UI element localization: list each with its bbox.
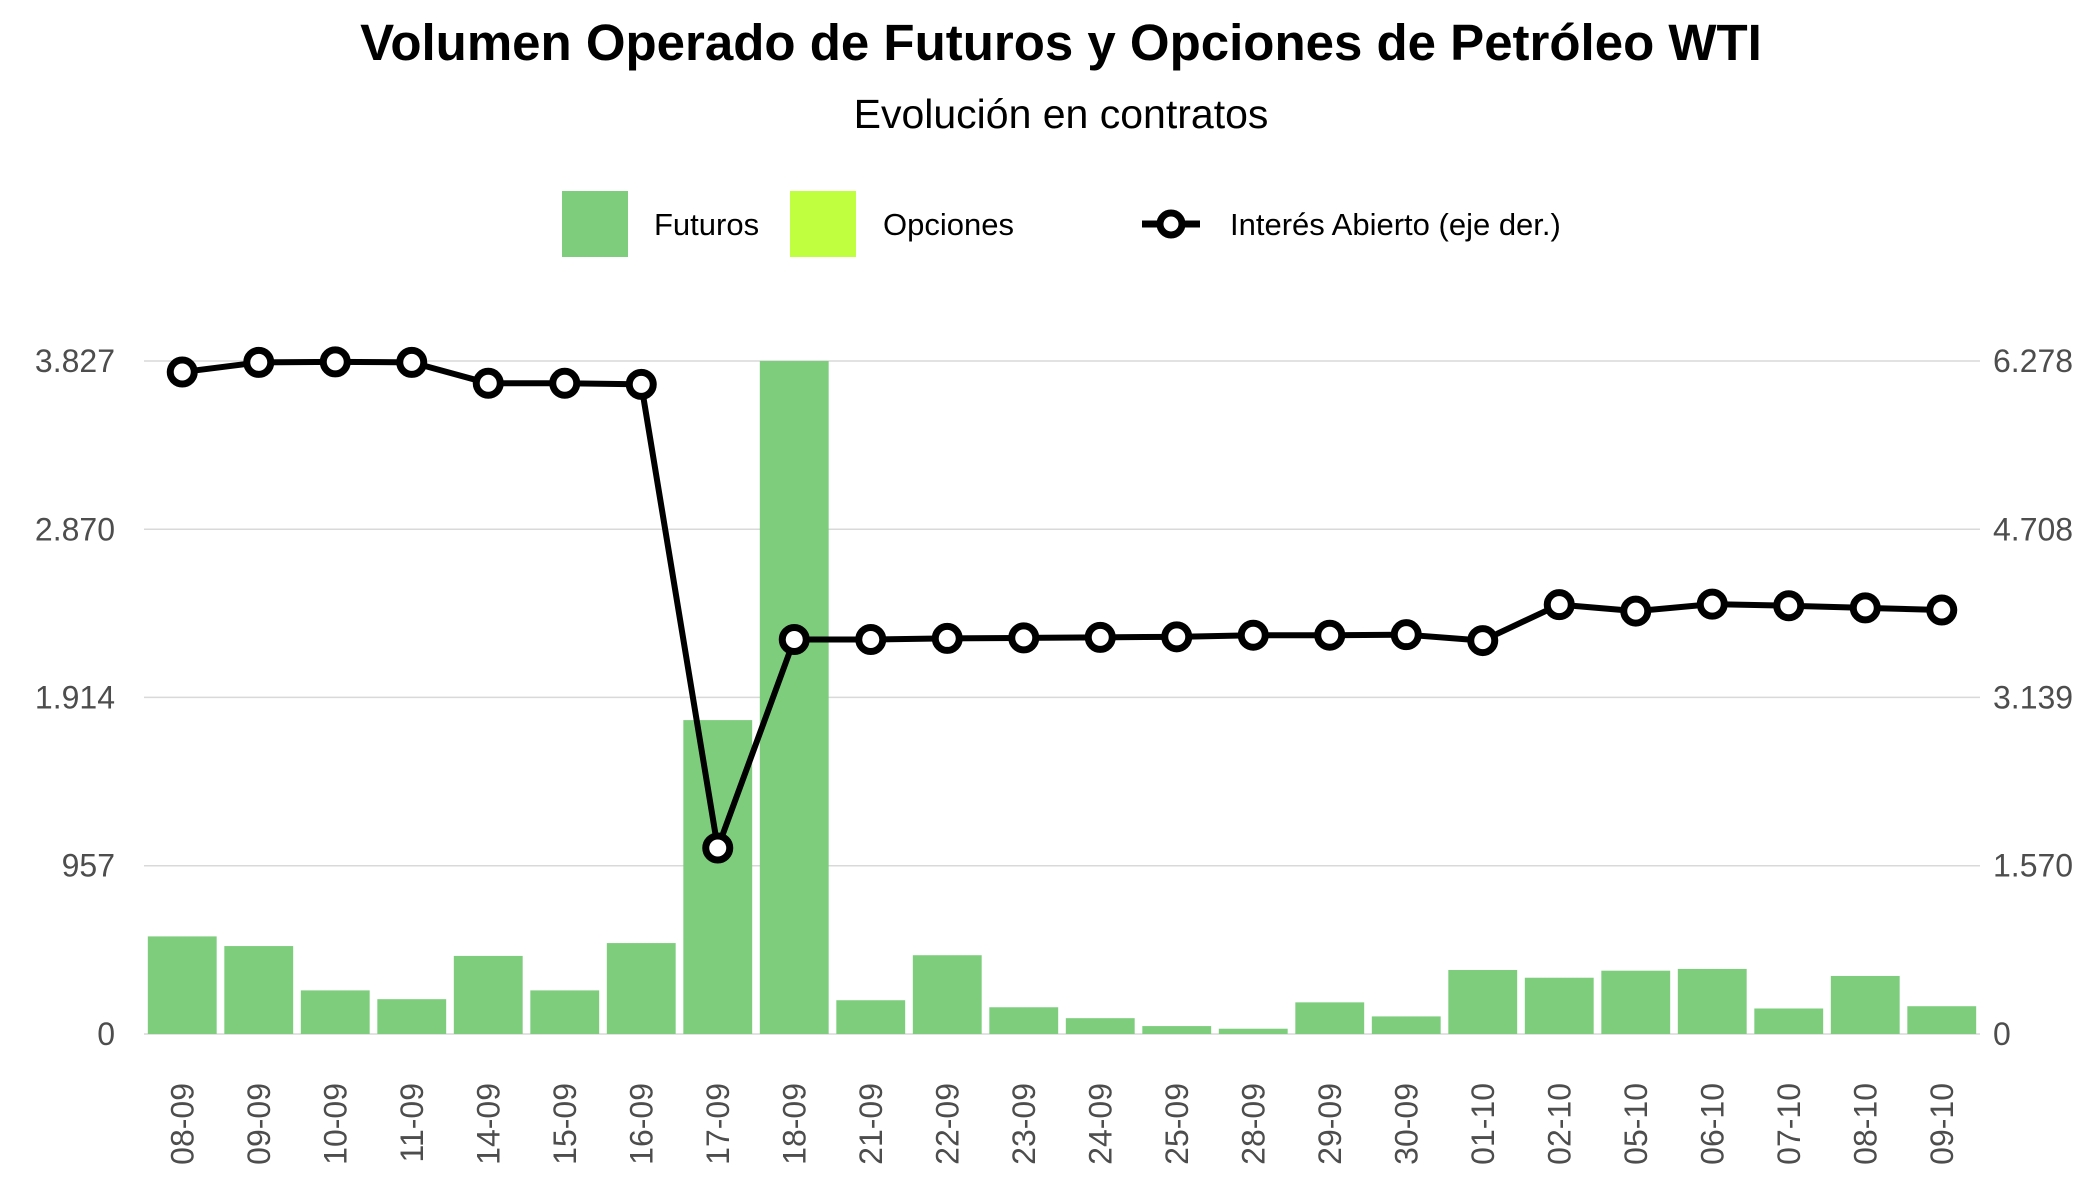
open-interest-point [396,346,428,378]
open-interest-point [1314,619,1346,651]
bar-futuros [224,946,294,1034]
x-tick-label: 14-09 [470,1083,506,1165]
open-interest-point [319,346,351,378]
legend-label-interes-abierto: Interés Abierto (eje der.) [1230,207,1561,242]
legend: Futuros Opciones Interés Abierto (eje de… [562,191,1561,257]
open-interest-point [1543,589,1575,621]
x-tick-label: 07-10 [1771,1083,1807,1165]
open-interest-point [1696,588,1728,620]
right-axis: 0 1.570 3.139 4.708 6.278 [1993,343,2073,1052]
y-right-tick-label: 1.570 [1993,848,2073,884]
open-interest-point [1008,622,1040,654]
x-tick-label: 23-09 [1006,1083,1042,1165]
bar-futuros [1754,1008,1824,1034]
x-tick-label: 08-10 [1847,1083,1883,1165]
bar-futuros [1218,1028,1288,1034]
legend-swatch-futuros [562,191,628,257]
x-tick-label: 22-09 [929,1083,965,1165]
open-interest-line [166,346,1958,864]
left-axis: 0 957 1.914 2.870 3.827 [35,343,115,1052]
y-left-tick-label: 0 [97,1016,115,1052]
open-interest-point [1773,590,1805,622]
x-tick-label: 28-09 [1235,1083,1271,1165]
open-interest-point [1849,592,1881,624]
open-interest-point [1237,619,1269,651]
bar-futuros [836,1000,906,1034]
x-tick-label: 11-09 [394,1083,430,1162]
bar-futuros [1524,977,1594,1034]
bar-futuros [1907,1006,1977,1034]
open-interest-point [855,624,887,656]
open-interest-point [1161,621,1193,653]
open-interest-point [625,368,657,400]
gridlines [144,360,1980,1035]
bar-futuros [530,990,600,1034]
bar-futuros [1830,975,1900,1034]
open-interest-point [166,356,198,388]
chart-subtitle: Evolución en contratos [854,91,1269,137]
bar-futuros [377,999,447,1034]
y-left-tick-label: 957 [62,848,115,884]
x-tick-label: 30-09 [1388,1083,1424,1165]
open-interest-point [702,832,734,864]
open-interest-polyline [181,358,1942,852]
y-left-tick-label: 2.870 [35,511,115,547]
bar-futuros [1448,969,1518,1034]
x-tick-label: 29-09 [1312,1083,1348,1165]
x-tick-label: 06-10 [1694,1083,1730,1165]
x-tick-label: 02-10 [1541,1083,1577,1165]
y-right-tick-label: 4.708 [1993,511,2073,547]
open-interest-point [1620,595,1652,627]
x-tick-label: 18-09 [776,1083,812,1165]
x-tick-label: 17-09 [700,1083,736,1165]
bar-futuros [683,720,753,1034]
bar-futuros [606,943,676,1034]
chart-title: Volumen Operado de Futuros y Opciones de… [360,14,1762,71]
open-interest-point [243,346,275,378]
x-tick-label: 09-10 [1924,1083,1960,1165]
open-interest-point [931,622,963,654]
bar-futuros [147,936,217,1034]
open-interest-point [1926,594,1958,626]
open-interest-point [1467,625,1499,657]
x-tick-label: 10-09 [317,1083,353,1165]
bar-futuros [1295,1002,1365,1034]
x-tick-label: 09-09 [241,1083,277,1165]
bar-futuros [912,955,982,1034]
bar-futuros [453,955,523,1034]
x-tick-label: 25-09 [1159,1083,1195,1165]
bar-futuros [1065,1018,1135,1034]
x-axis: 08-09 09-09 10-09 11-09 14-09 15-09 16-09 17-09… [164,1083,1960,1165]
x-tick-label: 08-09 [164,1083,200,1165]
x-tick-label: 16-09 [623,1083,659,1165]
legend-label-opciones: Opciones [883,207,1014,242]
legend-label-futuros: Futuros [654,207,759,242]
open-interest-point [549,367,581,399]
y-right-tick-label: 3.139 [1993,680,2073,716]
y-right-tick-label: 6.278 [1993,343,2073,379]
y-right-tick-label: 0 [1993,1016,2011,1052]
y-left-tick-label: 3.827 [35,343,115,379]
x-tick-label: 15-09 [547,1083,583,1165]
bar-futuros [989,1007,1059,1034]
bar-futuros [300,990,370,1034]
y-left-tick-label: 1.914 [35,679,115,715]
x-tick-label: 01-10 [1465,1083,1501,1165]
bar-futuros [1601,970,1671,1034]
x-tick-label: 21-09 [853,1083,889,1165]
legend-marker-interes-abierto [1156,209,1186,239]
x-tick-label: 24-09 [1082,1083,1118,1165]
open-interest-point [1084,621,1116,653]
bar-futuros [1371,1016,1441,1034]
x-tick-label: 05-10 [1618,1083,1654,1165]
legend-swatch-opciones [790,191,856,257]
open-interest-point [1390,619,1422,651]
bar-futuros [1142,1026,1212,1034]
open-interest-point [472,367,504,399]
bar-futuros [1677,968,1747,1034]
open-interest-point [778,624,810,656]
